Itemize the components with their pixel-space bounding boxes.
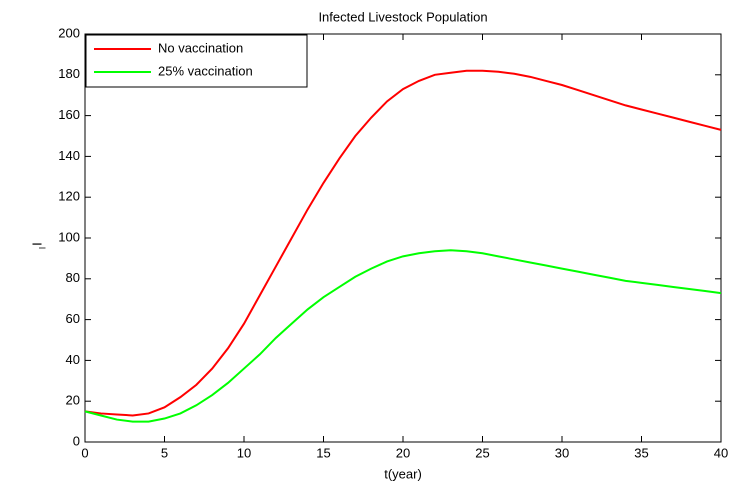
x-tick-label: 40 bbox=[714, 445, 728, 460]
y-axis-label: I bbox=[29, 242, 44, 246]
y-tick-label: 40 bbox=[66, 352, 80, 367]
plot-area bbox=[84, 33, 722, 443]
y-tick-label: 140 bbox=[58, 148, 80, 163]
x-tick-label: 15 bbox=[316, 445, 330, 460]
legend-box bbox=[85, 34, 308, 88]
legend-label: No vaccination bbox=[158, 40, 243, 55]
x-tick-label: 20 bbox=[396, 445, 410, 460]
y-tick-label: 180 bbox=[58, 66, 80, 81]
x-tick-label: 30 bbox=[555, 445, 569, 460]
y-tick-label: 80 bbox=[66, 270, 80, 285]
y-tick-label: 200 bbox=[58, 25, 80, 40]
x-tick-label: 25 bbox=[475, 445, 489, 460]
legend-label: 25% vaccination bbox=[158, 63, 253, 78]
y-axis-label-group: I l bbox=[29, 242, 47, 249]
y-tick-label: 0 bbox=[73, 433, 80, 448]
x-tick-label: 35 bbox=[634, 445, 648, 460]
line-series bbox=[84, 69, 722, 417]
y-tick-label: 120 bbox=[58, 189, 80, 204]
y-axis-label-subscript: l bbox=[37, 247, 47, 249]
y-tick-label: 100 bbox=[58, 229, 80, 244]
y-tick-label: 20 bbox=[66, 393, 80, 408]
y-tick-label: 60 bbox=[66, 311, 80, 326]
x-tick-label: 0 bbox=[81, 445, 88, 460]
x-tick-label: 10 bbox=[237, 445, 251, 460]
line-series bbox=[84, 249, 722, 423]
chart-title: Infected Livestock Population bbox=[318, 9, 487, 24]
x-axis-label: t(year) bbox=[384, 466, 422, 481]
y-tick-label: 160 bbox=[58, 107, 80, 122]
x-tick-label: 5 bbox=[161, 445, 168, 460]
